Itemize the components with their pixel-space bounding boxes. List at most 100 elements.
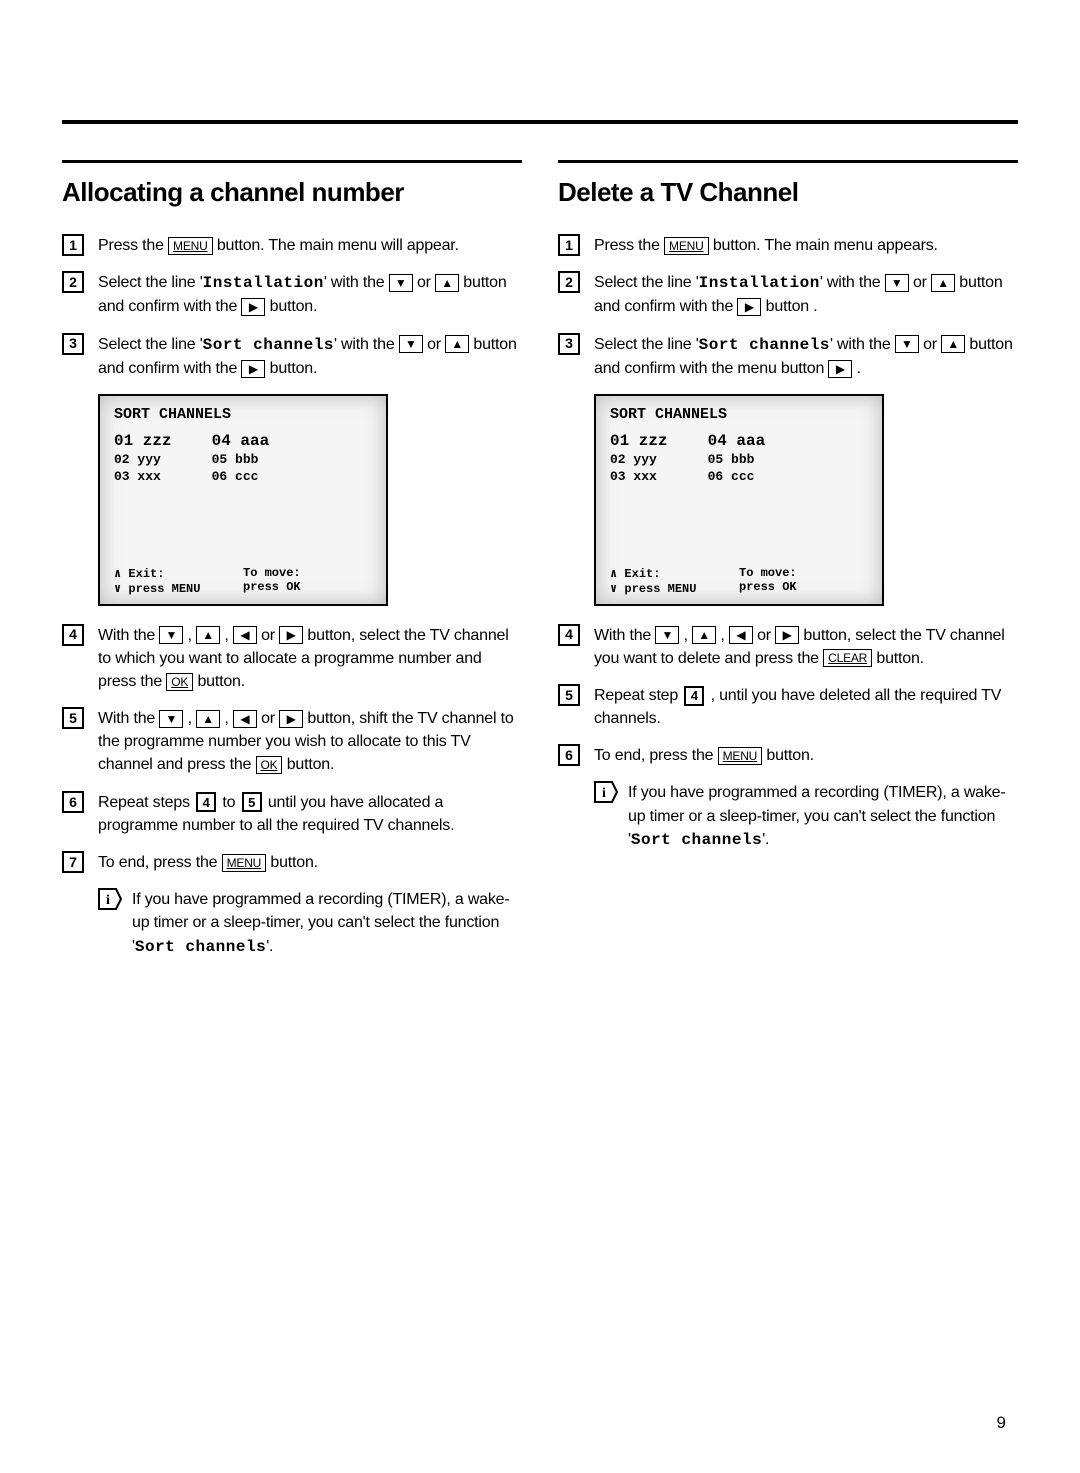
tv-channel-grid: 01 zzz 02 yyy 03 xxx 04 aaa 05 bbb 06 cc… (114, 431, 372, 486)
step: 6 To end, press the MENU button. (558, 744, 1018, 767)
clear-button-icon: CLEAR (823, 649, 872, 667)
step-number: 5 (558, 684, 580, 706)
tv-row: 03 xxx (610, 469, 668, 486)
step-text: Select the line 'Installation' with the … (594, 271, 1018, 318)
step-ref: 5 (242, 792, 262, 812)
step-text: With the ▼ , ▲ , ◀ or ▶ button, select t… (594, 624, 1018, 670)
info-icon: i (98, 888, 122, 910)
step: 3 Select the line 'Sort channels' with t… (62, 333, 522, 380)
up-arrow-icon: ▲ (445, 335, 469, 353)
step: 5 Repeat step 4 , until you have deleted… (558, 684, 1018, 730)
step: 1 Press the MENU button. The main menu w… (62, 234, 522, 257)
section-heading: Allocating a channel number (62, 177, 522, 208)
step-number: 4 (62, 624, 84, 646)
step-text: Select the line 'Sort channels' with the… (594, 333, 1018, 380)
tv-channel-grid: 01 zzz 02 yyy 03 xxx 04 aaa 05 bbb 06 cc… (610, 431, 868, 486)
step-text: Press the MENU button. The main menu app… (594, 234, 1018, 257)
step-number: 6 (558, 744, 580, 766)
step-text: With the ▼ , ▲ , ◀ or ▶ button, shift th… (98, 707, 522, 777)
svg-text:i: i (602, 786, 606, 801)
step-number: 4 (558, 624, 580, 646)
right-arrow-icon: ▶ (737, 298, 761, 316)
menu-button-icon: MENU (718, 747, 763, 765)
ok-button-icon: OK (256, 756, 283, 774)
step-number: 3 (62, 333, 84, 355)
step: 5 With the ▼ , ▲ , ◀ or ▶ button, shift … (62, 707, 522, 777)
down-arrow-icon: ▼ (895, 335, 919, 353)
left-arrow-icon: ◀ (233, 626, 257, 644)
up-arrow-icon: ▲ (196, 626, 220, 644)
step-ref: 4 (684, 686, 704, 706)
tv-row: 03 xxx (114, 469, 172, 486)
tv-row: 06 ccc (212, 469, 270, 486)
menu-button-icon: MENU (168, 237, 213, 255)
note-text: If you have programmed a recording (TIME… (628, 781, 1018, 852)
tv-row: 02 yyy (114, 452, 172, 469)
note-text: If you have programmed a recording (TIME… (132, 888, 522, 959)
tv-title: SORT CHANNELS (610, 406, 868, 423)
step-number: 2 (558, 271, 580, 293)
down-arrow-icon: ▼ (159, 710, 183, 728)
up-arrow-icon: ▲ (692, 626, 716, 644)
step-text: Repeat steps 4 to 5 until you have alloc… (98, 791, 522, 837)
step-text: To end, press the MENU button. (98, 851, 522, 874)
step: 2 Select the line 'Installation' with th… (558, 271, 1018, 318)
step-ref: 4 (196, 792, 216, 812)
tv-row: 04 aaa (708, 431, 766, 452)
step-number: 3 (558, 333, 580, 355)
step-text: Press the MENU button. The main menu wil… (98, 234, 522, 257)
up-arrow-icon: ▲ (941, 335, 965, 353)
tv-row: 01 zzz (610, 431, 668, 452)
left-arrow-icon: ◀ (233, 710, 257, 728)
step-text: Select the line 'Installation' with the … (98, 271, 522, 318)
ok-button-icon: OK (166, 673, 193, 691)
tv-row: 05 bbb (708, 452, 766, 469)
step: 4 With the ▼ , ▲ , ◀ or ▶ button, select… (62, 624, 522, 694)
tv-title: SORT CHANNELS (114, 406, 372, 423)
step: 1 Press the MENU button. The main menu a… (558, 234, 1018, 257)
step: 4 With the ▼ , ▲ , ◀ or ▶ button, select… (558, 624, 1018, 670)
step-text: With the ▼ , ▲ , ◀ or ▶ button, select t… (98, 624, 522, 694)
up-arrow-icon: ▲ (931, 274, 955, 292)
left-column: Allocating a channel number 1 Press the … (62, 160, 522, 959)
step-number: 6 (62, 791, 84, 813)
menu-button-icon: MENU (222, 854, 267, 872)
tv-row: 02 yyy (610, 452, 668, 469)
tv-footer: ∧ Exit: ∨ press MENU To move: press OK (114, 566, 372, 596)
column-rule (558, 160, 1018, 163)
two-column-layout: Allocating a channel number 1 Press the … (62, 160, 1018, 959)
column-rule (62, 160, 522, 163)
step: 6 Repeat steps 4 to 5 until you have all… (62, 791, 522, 837)
right-column: Delete a TV Channel 1 Press the MENU but… (558, 160, 1018, 959)
left-arrow-icon: ◀ (729, 626, 753, 644)
down-arrow-icon: ▼ (159, 626, 183, 644)
step-number: 2 (62, 271, 84, 293)
right-arrow-icon: ▶ (241, 360, 265, 378)
tv-row: 01 zzz (114, 431, 172, 452)
up-arrow-icon: ▲ (196, 710, 220, 728)
tv-row: 04 aaa (212, 431, 270, 452)
info-note: i If you have programmed a recording (TI… (594, 781, 1018, 852)
step-number: 1 (62, 234, 84, 256)
down-arrow-icon: ▼ (399, 335, 423, 353)
right-arrow-icon: ▶ (775, 626, 799, 644)
page-number: 9 (997, 1413, 1006, 1433)
tv-screen: SORT CHANNELS 01 zzz 02 yyy 03 xxx 04 aa… (594, 394, 884, 606)
step-text: Repeat step 4 , until you have deleted a… (594, 684, 1018, 730)
step: 7 To end, press the MENU button. (62, 851, 522, 874)
info-note: i If you have programmed a recording (TI… (98, 888, 522, 959)
down-arrow-icon: ▼ (655, 626, 679, 644)
step: 2 Select the line 'Installation' with th… (62, 271, 522, 318)
step-text: To end, press the MENU button. (594, 744, 1018, 767)
menu-button-icon: MENU (664, 237, 709, 255)
right-arrow-icon: ▶ (828, 360, 852, 378)
tv-row: 05 bbb (212, 452, 270, 469)
step: 3 Select the line 'Sort channels' with t… (558, 333, 1018, 380)
page-top-rule (62, 120, 1018, 124)
step-number: 5 (62, 707, 84, 729)
step-number: 1 (558, 234, 580, 256)
tv-row: 06 ccc (708, 469, 766, 486)
down-arrow-icon: ▼ (885, 274, 909, 292)
up-arrow-icon: ▲ (435, 274, 459, 292)
step-text: Select the line 'Sort channels' with the… (98, 333, 522, 380)
